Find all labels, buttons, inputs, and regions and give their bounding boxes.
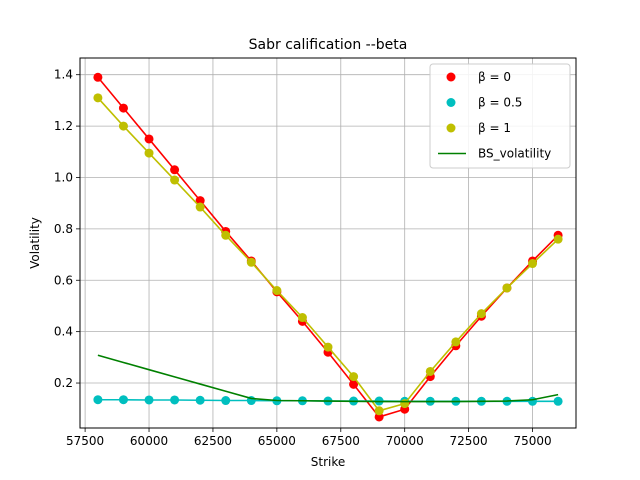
- data-point-series-2: [93, 93, 103, 103]
- data-point-series-2: [425, 366, 435, 376]
- data-point-series-2: [118, 121, 128, 131]
- legend-marker: [446, 123, 456, 133]
- axes: 57500 60000 62500 65000 67500 70000 72500 75000…: [54, 68, 552, 448]
- legend-marker: [446, 72, 456, 82]
- legend-label: β = 0.5: [478, 96, 522, 110]
- data-point-series-2: [323, 342, 333, 352]
- y-axis-label: Volatility: [28, 217, 42, 269]
- y-tick-label: 1.0: [54, 170, 73, 184]
- data-point-series-2: [553, 234, 563, 244]
- series-line-3: [97, 354, 559, 403]
- legend: β = 0 β = 0.5 β = 1 BS_volatility: [429, 63, 571, 169]
- data-point-series-2: [272, 286, 282, 296]
- data-point-series-2: [297, 313, 307, 323]
- data-point-series-2: [528, 259, 538, 269]
- data-point-series-2: [349, 372, 359, 382]
- x-tick-label: 67500: [322, 434, 360, 448]
- legend-marker: [446, 98, 456, 107]
- legend-box: [429, 63, 571, 169]
- y-tick-label: 0.8: [54, 222, 73, 236]
- data-point-series-0: [144, 134, 154, 144]
- legend-label: β = 1: [478, 121, 511, 135]
- chart-title: Sabr calification --beta: [249, 37, 408, 53]
- x-tick-label: 72500: [450, 434, 488, 448]
- x-tick-label: 75000: [513, 434, 551, 448]
- data-point-series-1: [170, 395, 180, 405]
- data-point-series-2: [221, 230, 231, 240]
- data-point-series-2: [246, 257, 256, 267]
- data-point-series-1: [528, 396, 538, 406]
- data-point-series-2: [195, 202, 205, 212]
- data-point-series-1: [144, 395, 154, 405]
- y-tick-label: 1.4: [54, 68, 73, 82]
- x-tick-label: 65000: [258, 434, 296, 448]
- legend-label: β = 0: [478, 70, 511, 84]
- data-point-series-2: [400, 399, 410, 409]
- y-tick-label: 0.2: [54, 376, 73, 390]
- y-tick-label: 0.6: [54, 273, 73, 287]
- y-tick-label: 1.2: [54, 119, 73, 133]
- x-tick-label: 60000: [130, 434, 168, 448]
- data-point-series-1: [195, 395, 205, 405]
- x-axis-label: Strike: [311, 455, 346, 469]
- plot-frame: [79, 57, 577, 429]
- data-point-series-2: [451, 337, 461, 347]
- y-tick-label: 0.4: [54, 325, 73, 339]
- legend-label: BS_volatility: [478, 147, 551, 161]
- data-point-series-2: [374, 406, 384, 416]
- data-point-series-2: [476, 309, 486, 319]
- data-point-series-0: [93, 72, 103, 82]
- data-point-series-0: [170, 165, 180, 175]
- data-point-series-0: [195, 196, 205, 206]
- data-point-series-1: [118, 395, 128, 405]
- x-tick-label: 62500: [194, 434, 232, 448]
- data-point-series-0: [374, 412, 384, 422]
- data-point-series-1: [553, 396, 563, 406]
- x-tick-label: 57500: [66, 434, 104, 448]
- data-point-series-1: [221, 396, 231, 406]
- data-point-series-0: [118, 103, 128, 113]
- data-point-series-2: [502, 283, 512, 293]
- plot-series: [93, 72, 563, 422]
- data-point-series-0: [349, 379, 359, 389]
- data-point-series-2: [170, 175, 180, 185]
- x-tick-label: 70000: [386, 434, 424, 448]
- data-point-series-1: [93, 395, 103, 405]
- data-point-series-2: [144, 148, 154, 158]
